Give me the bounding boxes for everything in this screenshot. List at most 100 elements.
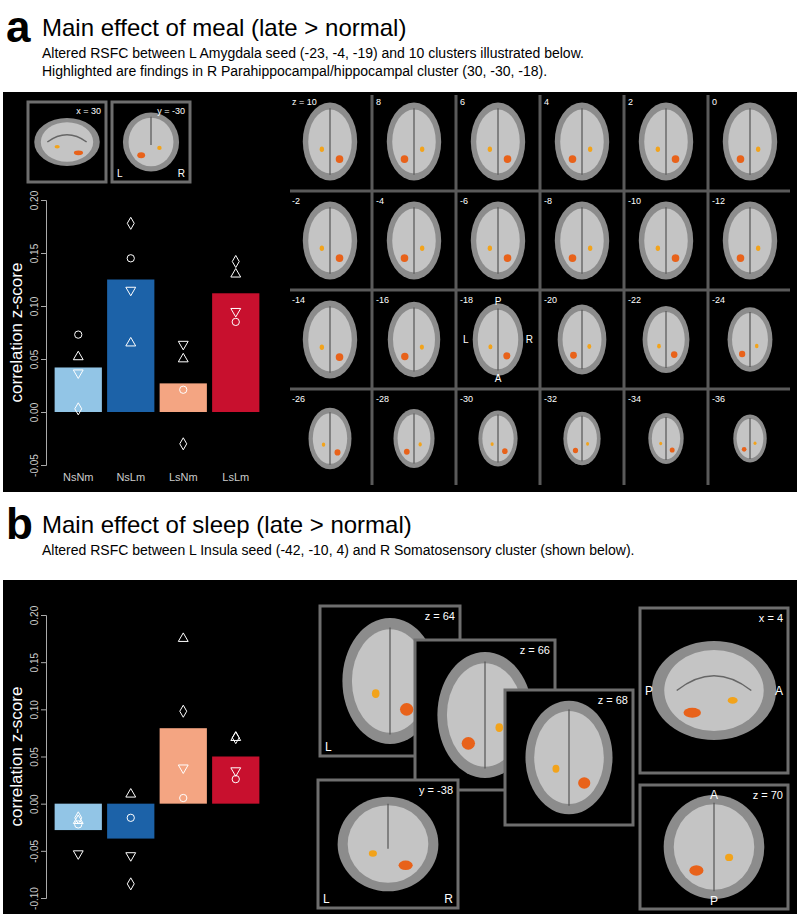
orientation-label: R [526,334,533,345]
slice-label: 0 [712,97,717,107]
panel-1: bMain effect of sleep (late > normal)Alt… [3,499,797,914]
brain-fissure [749,207,750,273]
slice-label: 8 [376,97,381,107]
tick-mark [41,662,46,663]
brain-fissure [497,415,498,463]
tick-label: 0.15 [29,652,40,672]
panel-letter: a [6,2,31,51]
axis-title: correlation z-score [7,263,26,403]
brain-view: z = 68 [505,690,633,825]
slice: -26 [292,394,351,469]
image-frame [640,608,788,773]
point-diamond [232,255,239,267]
slice-label: -16 [376,295,389,305]
tick-mark [41,306,46,307]
cluster-blob [569,155,577,163]
tick-label: NsNm [63,471,94,483]
orientation-label: P [495,296,502,307]
point-triangle-down [126,853,136,862]
bar [160,728,207,803]
cluster-blob [336,353,344,361]
brain-fissure [497,207,498,273]
brain-fissure [484,661,485,768]
cluster-blob [656,147,660,152]
bar [212,293,259,412]
cluster-blob [737,155,745,163]
grid-separator [623,95,626,485]
cluster-blob [569,254,577,262]
brain-fissure [329,207,330,273]
cluster-blob [756,147,760,152]
slice-label: -24 [712,295,725,305]
cluster-blob [552,765,559,773]
y-tick: 0.00 [29,794,46,814]
y-tick: 0.15 [29,243,46,263]
slice-label: -8 [544,196,552,206]
slice-label: -12 [712,196,725,206]
cluster-blob [419,442,422,446]
brain-fissure [568,709,569,805]
brain-fissure [581,108,582,174]
cluster-blob [401,155,409,163]
cluster-blob [137,152,145,158]
point-triangle-down [178,765,188,774]
point-triangle-up [126,789,136,798]
brain-fissure [150,117,151,145]
cluster-blob [320,246,324,251]
cluster-blob [756,246,760,251]
x-tick: NsNm [63,471,94,483]
point-triangle-down [231,308,241,317]
cluster-blob [689,865,703,875]
orientation-label: P [645,684,653,698]
slice-label: -6 [460,196,468,206]
cluster-blob [420,246,424,251]
orientation-label: R [444,892,453,906]
y-tick: 0.00 [29,402,46,422]
brain-outline [723,102,777,180]
brain-tissue [664,650,763,731]
brain-view: y = -30LR [112,102,190,182]
point-circle [180,794,187,801]
slice-label: -32 [544,394,557,404]
cluster-blob [336,155,344,163]
cluster-blob [335,449,341,455]
cluster-blob [672,155,680,163]
bar [160,383,207,412]
cluster-blob [737,254,745,262]
tick-label: -0.05 [29,840,40,863]
slice: 2 [628,97,693,181]
brain-fissure [581,207,582,273]
slice-label: -30 [460,394,473,404]
cluster-blob [503,352,510,359]
tick-label: 0.20 [29,605,40,625]
axis-line [41,201,47,466]
slice: -2 [292,196,357,280]
point-circle [232,318,239,325]
slice-label: z = 10 [292,97,317,107]
brain-tissue [398,414,431,462]
slice-label: -26 [292,394,305,404]
point-triangle-up [178,353,188,362]
y-axis: -0.10-0.050.000.050.100.150.20 [29,605,47,910]
brain-outline [34,118,100,166]
background [0,0,800,914]
slice-label: -14 [292,295,305,305]
slice-label: -22 [628,295,641,305]
slice-label: -28 [376,394,389,404]
brain-callosum [47,135,86,142]
y-tick: 0.10 [29,296,46,316]
tick-label: 0.10 [29,700,40,720]
orientation-label: A [495,373,502,384]
panel-letter: b [6,499,33,548]
slice: -28 [376,394,435,468]
grid-separator [707,95,710,485]
cluster-blob [502,448,507,454]
orientation-label: L [325,740,332,754]
brain-view: x = 30 [28,102,106,182]
cluster-blob [320,345,324,350]
slice: -10 [628,196,693,280]
cluster-blob [404,449,410,455]
brain-fissure [497,309,498,371]
slice-label: -2 [292,196,300,206]
slice-label: 4 [544,97,549,107]
